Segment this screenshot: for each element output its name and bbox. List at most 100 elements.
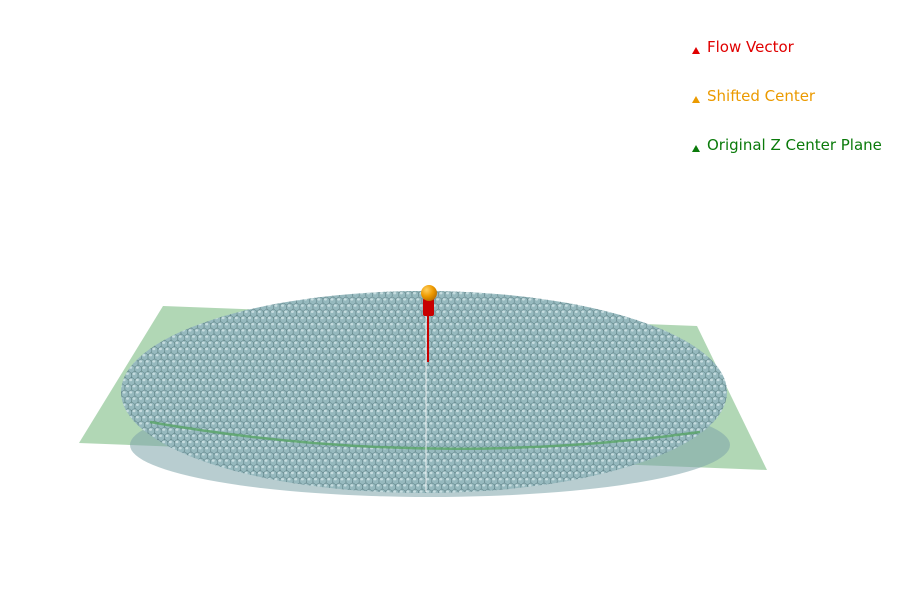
bead-highlight (271, 422, 275, 425)
bead-highlight (333, 316, 337, 320)
bead-highlight (620, 409, 624, 413)
bead-highlight (488, 335, 492, 338)
bead-highlight (380, 403, 383, 406)
bead-highlight (356, 298, 360, 301)
bead-highlight (370, 298, 374, 301)
bead-highlight (182, 403, 185, 406)
bead-highlight (703, 391, 707, 394)
bead-highlight (215, 391, 218, 394)
bead-highlight (284, 310, 288, 313)
bead-highlight (241, 391, 245, 394)
bead-highlight (525, 440, 529, 444)
bead-highlight (508, 298, 512, 301)
bead-highlight (113, 323, 116, 325)
bead-highlight (261, 440, 265, 444)
bead-highlight (551, 391, 555, 394)
bead-highlight (680, 409, 684, 413)
bead-highlight (248, 428, 251, 431)
bead-highlight (686, 434, 690, 437)
bead (553, 291, 561, 293)
bead-highlight (525, 416, 529, 419)
bead-highlight (261, 391, 265, 394)
bead-highlight (145, 422, 149, 425)
bead-highlight (502, 310, 506, 313)
bead-highlight (403, 323, 407, 326)
bead (144, 291, 152, 293)
bead-highlight (126, 286, 129, 288)
bead-highlight (647, 422, 651, 425)
bead-highlight (271, 372, 275, 375)
bead-highlight (426, 378, 430, 382)
bead-highlight (307, 329, 311, 332)
bead-highlight (637, 329, 641, 332)
bead (636, 291, 644, 299)
bead-highlight (330, 447, 334, 450)
bead-highlight (683, 416, 687, 419)
bead-highlight (693, 310, 697, 313)
bead-highlight (459, 354, 463, 357)
bead-highlight (465, 378, 469, 382)
bead-highlight (360, 341, 364, 344)
bead-highlight (581, 409, 585, 413)
bead-highlight (617, 341, 621, 344)
bead-highlight (165, 372, 169, 375)
bead-highlight (710, 341, 713, 344)
bead (355, 291, 363, 293)
bead (112, 334, 119, 342)
bead-highlight (591, 316, 595, 320)
bead-highlight (452, 316, 456, 320)
bead (121, 445, 126, 454)
bead-highlight (706, 409, 710, 413)
bead-highlight (713, 323, 717, 326)
bead-highlight (634, 360, 638, 363)
bead-highlight (442, 422, 446, 425)
bead-highlight (601, 397, 605, 400)
bead-highlight (479, 428, 482, 431)
bead (414, 291, 423, 293)
bead (586, 291, 594, 293)
bead-highlight (142, 329, 146, 332)
bead-highlight (152, 434, 156, 437)
bead-highlight (492, 428, 496, 431)
bead-highlight (162, 391, 166, 394)
bead (177, 291, 185, 293)
bead-highlight (165, 298, 169, 301)
bead-highlight (399, 391, 403, 394)
bead-highlight (304, 434, 308, 437)
bead-highlight (287, 316, 291, 320)
bead-highlight (165, 385, 169, 388)
bead-highlight (571, 304, 575, 307)
bead-highlight (713, 347, 717, 351)
bead (708, 340, 716, 349)
bead-highlight (274, 329, 278, 332)
bead-highlight (604, 354, 608, 357)
bead-highlight (142, 316, 146, 320)
bead-highlight (132, 347, 136, 351)
bead-highlight (218, 409, 222, 413)
bead (718, 291, 726, 293)
bead (729, 303, 736, 311)
bead-highlight (165, 397, 169, 400)
bead-highlight (195, 366, 199, 369)
bead-highlight (297, 409, 301, 413)
bead-highlight (432, 354, 436, 357)
bead-highlight (436, 360, 440, 363)
bead-highlight (172, 409, 176, 413)
bead-highlight (409, 385, 413, 388)
bead-highlight (188, 391, 192, 394)
bead (729, 291, 736, 299)
bead-highlight (267, 440, 271, 444)
bead-highlight (327, 391, 331, 394)
bead-highlight (340, 391, 344, 394)
bead-highlight (158, 385, 162, 388)
bead-highlight (449, 434, 453, 437)
bead (672, 309, 680, 318)
bead-highlight (198, 447, 202, 450)
bead (134, 291, 142, 299)
bead (134, 303, 142, 312)
bead-highlight (205, 385, 209, 388)
bead (692, 291, 700, 293)
bead-highlight (535, 385, 539, 388)
bead-highlight (228, 354, 232, 357)
